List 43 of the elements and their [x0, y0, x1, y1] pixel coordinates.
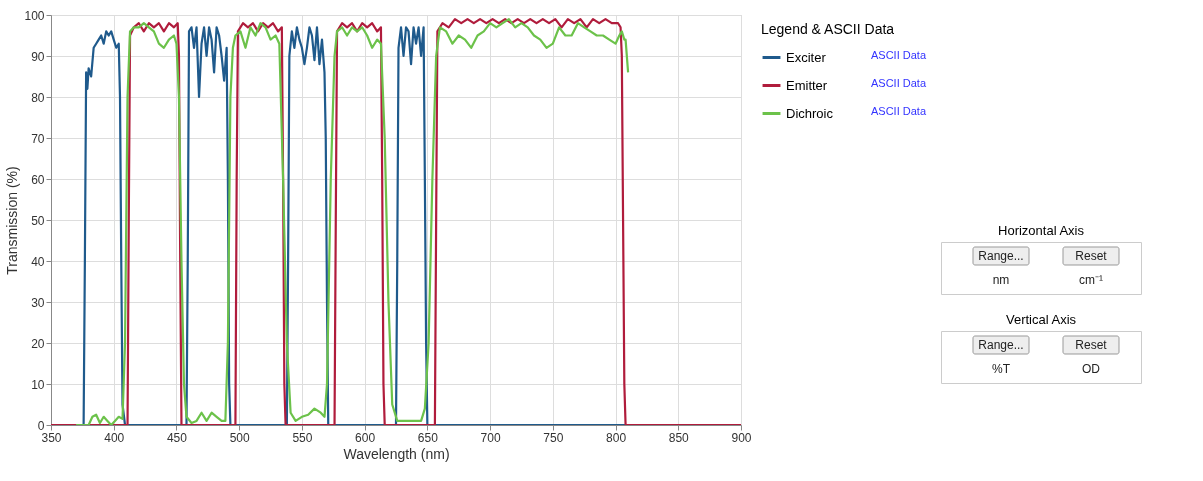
x-tick-label: 350 — [41, 430, 62, 445]
text: Horizontal Axis — [998, 223, 1085, 238]
text: %T — [992, 362, 1011, 376]
x-tick-label: 800 — [606, 430, 627, 445]
x-tick-label: 600 — [355, 430, 376, 445]
y-tick-label: 40 — [31, 254, 45, 269]
y-tick-label: 10 — [31, 377, 45, 392]
y-tick-label: 20 — [31, 336, 45, 351]
x-axis-title: Wavelength (nm) — [343, 445, 450, 462]
x-tick-label: 550 — [292, 430, 313, 445]
text: Range... — [978, 249, 1024, 263]
y-tick-label: 30 — [31, 295, 45, 310]
x-tick-label: 650 — [417, 430, 439, 445]
legend-label: Dichroic — [786, 105, 834, 121]
text: OD — [1082, 362, 1101, 376]
text: ASCII Data — [871, 77, 927, 89]
y-tick-label: 0 — [37, 418, 45, 433]
x-tick-label: 400 — [104, 430, 125, 445]
text: Range... — [978, 338, 1024, 352]
y-tick-label: 90 — [31, 49, 45, 64]
line-series — [74, 18, 630, 425]
y-tick-label: 80 — [31, 90, 45, 105]
x-tick-label: 500 — [229, 430, 251, 445]
y-axis-title: Transmission (%) — [4, 166, 21, 275]
text: Reset — [1075, 249, 1108, 263]
x-tick-label: 900 — [731, 430, 752, 445]
x-tick-label: 750 — [543, 430, 564, 445]
text: ASCII Data — [871, 105, 927, 117]
legend-label: Emitter — [786, 77, 828, 93]
y-tick-label: 60 — [31, 172, 45, 187]
text: nm — [992, 273, 1010, 287]
x-tick-label: 850 — [668, 430, 690, 445]
x-tick-label: 450 — [166, 430, 188, 445]
y-tick-label: 100 — [24, 8, 45, 23]
text: Vertical Axis — [1005, 312, 1077, 327]
y-tick-label: 70 — [31, 131, 45, 146]
legend-title: Legend & ASCII Data — [761, 21, 895, 37]
y-tick-label: 50 — [31, 213, 45, 228]
x-tick-label: 700 — [480, 430, 501, 445]
text: Reset — [1075, 338, 1108, 352]
text: cm⁻¹ — [1079, 273, 1103, 287]
legend-label: Exciter — [786, 49, 827, 65]
text: ASCII Data — [871, 49, 927, 61]
